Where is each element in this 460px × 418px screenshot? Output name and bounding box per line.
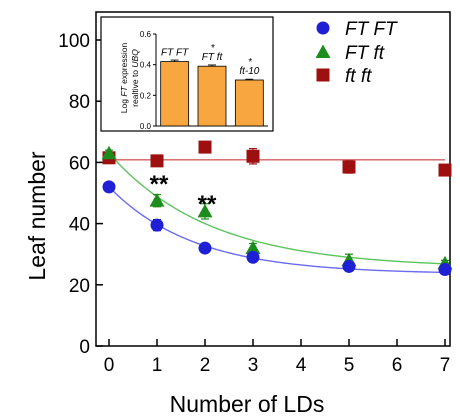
inset-y-label-line2: realtive to UBQ	[130, 49, 140, 107]
inset-y-tick-label: 0.4	[140, 61, 152, 70]
legend-marker-1	[315, 44, 331, 58]
significance-annotations: ** **	[150, 171, 217, 218]
point-0-4	[342, 259, 356, 273]
plot-frame	[95, 11, 451, 347]
inset-y-tick-label: 0.0	[140, 122, 152, 131]
inset-y-label: Log FT expression	[119, 43, 129, 114]
point-2-5	[438, 163, 452, 177]
inset-bar	[160, 61, 190, 127]
significance-mark: **	[150, 171, 169, 198]
point-1-0	[101, 145, 117, 160]
point-1-1	[149, 193, 165, 207]
legend-marker-0	[316, 21, 330, 35]
data-points	[101, 140, 453, 276]
y-tick-label: 40	[69, 215, 90, 236]
fit-curve-0	[108, 186, 446, 274]
inset-y-tick-label: 0.6	[140, 30, 152, 39]
point-2-4	[342, 160, 356, 174]
point-1-3	[245, 240, 261, 255]
x-tick-label: 6	[392, 355, 403, 376]
inset-category-label: FT ft	[202, 52, 224, 63]
x-tick-label: 7	[440, 355, 451, 376]
x-tick-label: 1	[152, 355, 163, 376]
inset-bar	[197, 65, 227, 127]
inset-bar	[234, 79, 264, 127]
point-0-1	[150, 218, 164, 232]
point-2-3	[246, 149, 260, 163]
significance-mark: **	[198, 191, 217, 218]
y-tick-label: 80	[69, 92, 90, 113]
x-tick-label: 2	[200, 355, 211, 376]
main-axes: 0 1 2 3 4 5 6 7 0 20 40 60 80 100	[58, 11, 451, 376]
legend-label: FT ft	[345, 43, 385, 64]
x-tick-label: 5	[344, 355, 355, 376]
fit-curves	[108, 152, 446, 274]
point-0-0	[102, 180, 116, 194]
x-axis-title: Number of LDs	[170, 391, 325, 417]
y-tick-label: 20	[69, 276, 90, 297]
inset-y-tick-label: 0.2	[140, 91, 152, 100]
y-tick-label: 0	[79, 337, 90, 358]
x-tick-label: 4	[296, 355, 307, 376]
legend-marker-2	[316, 68, 330, 82]
point-2-2	[198, 140, 212, 154]
point-0-3	[246, 250, 260, 264]
y-tick-label: 60	[69, 153, 90, 174]
inset-significance: *	[211, 43, 215, 54]
legend-label: FT FT	[345, 19, 398, 40]
x-tick-label: 3	[248, 355, 259, 376]
point-0-5	[438, 263, 452, 276]
legend-label: ft ft	[345, 66, 372, 87]
y-tick-label: 100	[58, 31, 90, 52]
fit-curve-1	[108, 152, 446, 265]
y-axis-title: Leaf number	[24, 151, 50, 280]
inset-significance: *	[248, 57, 252, 68]
x-tick-label: 0	[104, 355, 115, 376]
point-0-2	[198, 241, 212, 255]
inset-category-label: ft-10	[239, 66, 259, 77]
point-2-1	[150, 154, 164, 168]
inset-category-label: FT FT	[161, 48, 189, 59]
point-1-2	[197, 203, 213, 218]
